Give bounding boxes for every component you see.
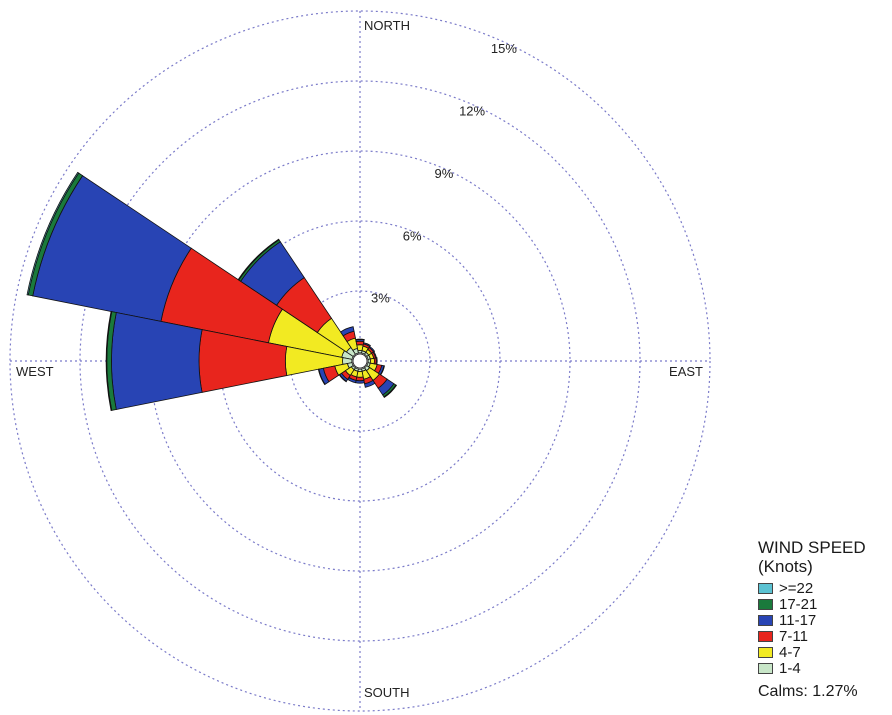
sector-337.5-11-17 [340,326,355,337]
sector-67.5-11-17 [372,351,377,359]
legend-label: 1-4 [779,659,801,677]
legend-swatch [758,614,773,626]
legend-label: >=22 [779,579,814,597]
legend-swatch [758,582,773,594]
sector-0-17-21 [355,338,365,341]
ring-label-1: 3% [371,291,390,306]
sector-180-4-7 [356,370,364,378]
sector-180-11-17 [355,379,365,384]
legend-item: 1-4 [758,659,892,677]
legend-swatch [758,646,773,658]
legend-item: 11-17 [758,611,892,629]
sector-90-11-17 [375,357,378,365]
ring-label-5: 15% [491,41,517,56]
sector-45-11-17 [368,345,376,353]
sector-157.5-11-17 [364,379,376,388]
legend-items: >=22 17-21 11-17 7-11 4-7 1-4 [758,579,892,677]
legend-swatch [758,598,773,610]
legend-label: 17-21 [779,595,818,613]
label-south: SOUTH [364,685,410,700]
sector-202.5-11-17 [347,376,357,384]
sector-135->=22 [383,384,398,399]
legend: WIND SPEED (Knots) >=22 17-21 11-17 7-11 4-7… [758,538,892,701]
legend-label: 11-17 [779,611,817,629]
label-east: EAST [669,364,703,379]
ring-5 [9,10,711,712]
calms-label: Calms: 1.27% [758,683,858,700]
legend-unit: (Knots) [758,557,813,576]
ring-label-2: 6% [403,228,422,243]
sector-225-17-21 [338,374,347,383]
calm-center [352,353,368,369]
sector-247.5-17-21 [317,368,326,386]
legend-item: 7-11 [758,627,892,645]
legend-swatch [758,662,773,674]
legend-item: 4-7 [758,643,892,661]
legend-label: 4-7 [779,643,801,661]
label-north: NORTH [364,18,410,33]
legend-item: 17-21 [758,595,892,613]
sector-270->=22 [105,311,113,411]
axis-labels: NORTH EAST SOUTH WEST 3% 6% 9% 12% 15% [16,18,703,700]
sector-22.5-11-17 [362,342,371,348]
ring-label-3: 9% [435,166,454,181]
legend-item: >=22 [758,579,892,597]
label-west: WEST [16,364,54,379]
sector-270-11-17 [111,312,203,410]
legend-swatch [758,630,773,642]
legend-title: WIND SPEED [758,538,866,557]
sector-315->=22 [237,238,280,281]
ring-label-4: 12% [459,104,485,119]
sector-292.5->=22 [26,171,80,296]
legend-label: 7-11 [779,627,808,645]
wind-sectors [26,171,398,411]
sector-112.5-17-21 [379,365,385,376]
